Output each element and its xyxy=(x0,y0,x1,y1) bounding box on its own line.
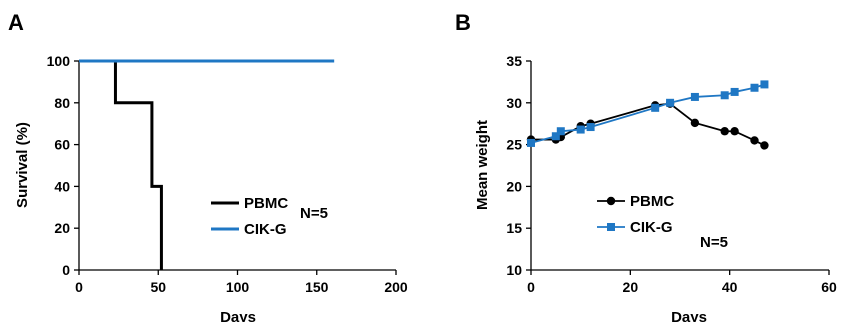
y-tick-label: 20 xyxy=(506,178,522,194)
x-tick-label: 0 xyxy=(527,279,535,295)
panel-b-n-annotation: N=5 xyxy=(700,234,728,251)
data-point-cik-g xyxy=(690,92,699,101)
y-tick-label: 25 xyxy=(506,137,522,153)
y-tick-label: 20 xyxy=(54,220,70,236)
series-line-pbmc xyxy=(79,59,163,270)
data-point-cik-g xyxy=(527,138,535,147)
data-point-pbmc xyxy=(730,127,739,136)
panel-a-x-axis-title: Days xyxy=(220,309,256,322)
y-tick-label: 35 xyxy=(506,53,522,69)
data-point-cik-g xyxy=(651,103,660,112)
y-tick-label: 80 xyxy=(54,95,70,111)
panel-a-y-axis-title: Survival (%) xyxy=(14,122,31,208)
data-point-cik-g xyxy=(730,87,739,96)
data-point-cik-g xyxy=(760,80,769,89)
data-point-cik-g xyxy=(750,83,759,92)
panel-a-legend: PBMC CIK-G xyxy=(211,195,288,238)
data-point-pbmc xyxy=(750,136,759,145)
panel-b-x-axis-title: Days xyxy=(671,309,707,322)
y-tick-label: 30 xyxy=(506,95,522,111)
panel-a-series xyxy=(79,59,335,270)
data-point-cik-g xyxy=(720,91,729,100)
panel-b-y-axis-title: Mean weight xyxy=(474,120,491,210)
x-tick-label: 40 xyxy=(722,279,738,295)
panel-a-letter: A xyxy=(8,10,24,35)
legend-marker-pbmc xyxy=(606,196,616,206)
x-tick-label: 60 xyxy=(821,279,837,295)
panel-a-n-annotation: N=5 xyxy=(300,205,328,222)
legend-label-pbmc: PBMC xyxy=(630,193,674,210)
data-point-cik-g xyxy=(576,125,585,134)
x-tick-label: 150 xyxy=(305,279,329,295)
x-tick-label: 100 xyxy=(226,279,250,295)
legend-label-pbmc: PBMC xyxy=(244,195,288,212)
y-tick-label: 15 xyxy=(506,220,522,236)
y-tick-label: 0 xyxy=(62,262,70,278)
y-tick-label: 40 xyxy=(54,178,70,194)
x-tick-label: 0 xyxy=(75,279,83,295)
x-tick-label: 200 xyxy=(384,279,408,295)
x-tick-label: 50 xyxy=(150,279,166,295)
data-point-cik-g xyxy=(551,132,560,141)
panel-b-legend: PBMC CIK-G xyxy=(597,193,674,236)
legend-label-cik-g: CIK-G xyxy=(244,221,287,238)
legend-marker-cik-g xyxy=(607,223,615,231)
panel-b-letter: B xyxy=(455,10,471,35)
panel-a-axes: 0 50 100 150 200 0 20 40 60 80 100 xyxy=(47,53,408,295)
y-tick-label: 60 xyxy=(54,137,70,153)
legend-label-cik-g: CIK-G xyxy=(630,219,673,236)
data-point-cik-g xyxy=(556,127,565,136)
y-tick-label: 10 xyxy=(506,262,522,278)
data-point-pbmc xyxy=(760,141,769,150)
data-point-cik-g xyxy=(666,98,675,107)
panel-b-axes: 0 20 40 60 10 15 20 25 30 35 xyxy=(506,53,837,295)
panel-b-series xyxy=(526,80,769,150)
data-point-pbmc xyxy=(720,127,729,136)
data-point-pbmc xyxy=(690,118,700,128)
data-point-cik-g xyxy=(586,123,595,132)
y-tick-label: 100 xyxy=(47,53,71,69)
x-tick-label: 20 xyxy=(623,279,639,295)
panel-b-weight-chart: B 0 20 40 60 10 15 20 25 30 35 Mean weight Days P… xyxy=(455,10,837,322)
